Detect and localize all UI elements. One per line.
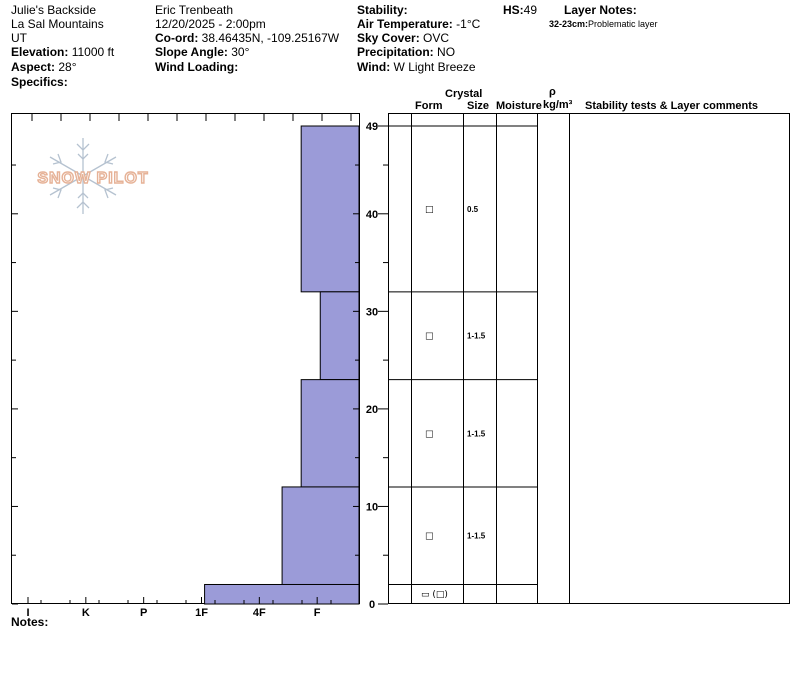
x-tick-label-P: P bbox=[140, 607, 147, 619]
snowpilot-logo-text: SNOW PILOT bbox=[37, 170, 148, 187]
aspect-value: 28° bbox=[55, 60, 77, 74]
x-tick-label-4F: 4F bbox=[253, 607, 266, 619]
hardness-bar-4 bbox=[281, 486, 360, 585]
y-tick-label-0: 0 bbox=[369, 599, 375, 611]
location-name: Julie's Backside bbox=[11, 3, 96, 17]
air-temp-value: -1°C bbox=[452, 17, 481, 31]
layer-note-depth: 32-23cm: bbox=[549, 19, 589, 29]
y-tick-label-40: 40 bbox=[366, 209, 378, 221]
stability-label: Stability: bbox=[357, 3, 408, 17]
layer-table-frame bbox=[388, 113, 790, 604]
coord-label: Co-ord: bbox=[155, 31, 199, 45]
grain-form-3: □ bbox=[425, 429, 434, 439]
elevation-value: 11000 ft bbox=[68, 45, 115, 59]
state-name: UT bbox=[11, 31, 27, 45]
top-tick-marks bbox=[31, 113, 352, 121]
layer-table-rows: □ 0.5 □ 1-1.5 □ 1-1.5 □ 1-1.5 ▭ (□) bbox=[388, 125, 537, 600]
grain-size-2: 1-1.5 bbox=[467, 332, 486, 341]
grain-form-2: □ bbox=[425, 332, 434, 342]
y-tick-label-30: 30 bbox=[366, 306, 378, 318]
x-tick-label-K: K bbox=[82, 607, 90, 619]
crystal-header: Crystal bbox=[445, 88, 483, 100]
y-tick-label-10: 10 bbox=[366, 501, 378, 513]
sky-cover-field: Sky Cover: OVC bbox=[357, 31, 449, 45]
air-temp-field: Air Temperature: -1°C bbox=[357, 17, 480, 31]
comments-header: Stability tests & Layer comments bbox=[585, 100, 759, 112]
wind-loading-label: Wind Loading: bbox=[155, 60, 239, 74]
sky-cover-label: Sky Cover: bbox=[357, 31, 420, 45]
precip-field: Precipitation: NO bbox=[357, 45, 455, 59]
hardness-bar-2 bbox=[319, 291, 360, 381]
hs-value: 49 bbox=[523, 3, 538, 17]
sky-cover-value: OVC bbox=[419, 31, 450, 45]
grain-form-1: □ bbox=[425, 205, 434, 215]
y-tick-label-20: 20 bbox=[366, 404, 378, 416]
wind-value: W Light Breeze bbox=[390, 60, 476, 74]
moisture-header: Moisture bbox=[496, 100, 542, 112]
aspect-label: Aspect: bbox=[11, 60, 56, 74]
rho-header: ρ bbox=[549, 86, 556, 98]
slope-value: 30° bbox=[227, 45, 250, 59]
air-temp-label: Air Temperature: bbox=[357, 17, 453, 31]
coord-value: 38.46435N, -109.25167W bbox=[198, 31, 340, 45]
hardness-axis: I K P 1F 4F F bbox=[26, 597, 332, 619]
snowflake-icon bbox=[49, 138, 117, 214]
x-tick-label-I: I bbox=[26, 607, 29, 619]
grain-form-4: □ bbox=[425, 532, 434, 542]
hardness-bar-3 bbox=[300, 379, 360, 488]
wind-label: Wind: bbox=[357, 60, 391, 74]
precip-label: Precipitation: bbox=[357, 45, 434, 59]
wind-field: Wind: W Light Breeze bbox=[357, 60, 476, 74]
notes-label: Notes: bbox=[11, 615, 49, 629]
grain-size-1: 0.5 bbox=[467, 205, 479, 214]
hardness-bar-1 bbox=[300, 125, 360, 293]
layer-note-entry: 32-23cm:Problematic layer bbox=[549, 19, 658, 30]
grain-size-3: 1-1.5 bbox=[467, 429, 486, 438]
layer-notes-label: Layer Notes: bbox=[564, 3, 637, 17]
grain-size-4: 1-1.5 bbox=[467, 532, 486, 541]
hs-label: HS: bbox=[503, 3, 524, 17]
size-header: Size bbox=[467, 100, 490, 112]
density-unit-header: kg/m³ bbox=[543, 99, 573, 111]
aspect-field: Aspect: 28° bbox=[11, 60, 77, 74]
slope-label: Slope Angle: bbox=[155, 45, 228, 59]
x-tick-label-F: F bbox=[314, 607, 321, 619]
grain-form-5: ▭ (□) bbox=[421, 590, 448, 600]
hardness-bars bbox=[204, 125, 360, 605]
specifics-label: Specifics: bbox=[11, 75, 68, 89]
form-header: Form bbox=[415, 100, 443, 112]
coord-field: Co-ord: 38.46435N, -109.25167W bbox=[155, 31, 339, 45]
y-tick-label-49: 49 bbox=[366, 121, 378, 133]
hs-field: HS:49 bbox=[503, 3, 537, 17]
slope-field: Slope Angle: 30° bbox=[155, 45, 249, 59]
hardness-bar-5 bbox=[204, 583, 360, 605]
layer-note-text: Problematic layer bbox=[588, 19, 658, 29]
x-tick-label-1F: 1F bbox=[195, 607, 208, 619]
elevation-field: Elevation: 11000 ft bbox=[11, 45, 114, 59]
snowpilot-logo: SNOW PILOT bbox=[37, 138, 148, 214]
elevation-label: Elevation: bbox=[11, 45, 69, 59]
precip-value: NO bbox=[433, 45, 456, 59]
observer-name: Eric Trenbeath bbox=[155, 3, 234, 17]
observation-datetime: 12/20/2025 - 2:00pm bbox=[155, 17, 266, 31]
range-name: La Sal Mountains bbox=[11, 17, 104, 31]
height-axis: 0 10 20 30 40 49 bbox=[12, 121, 388, 611]
